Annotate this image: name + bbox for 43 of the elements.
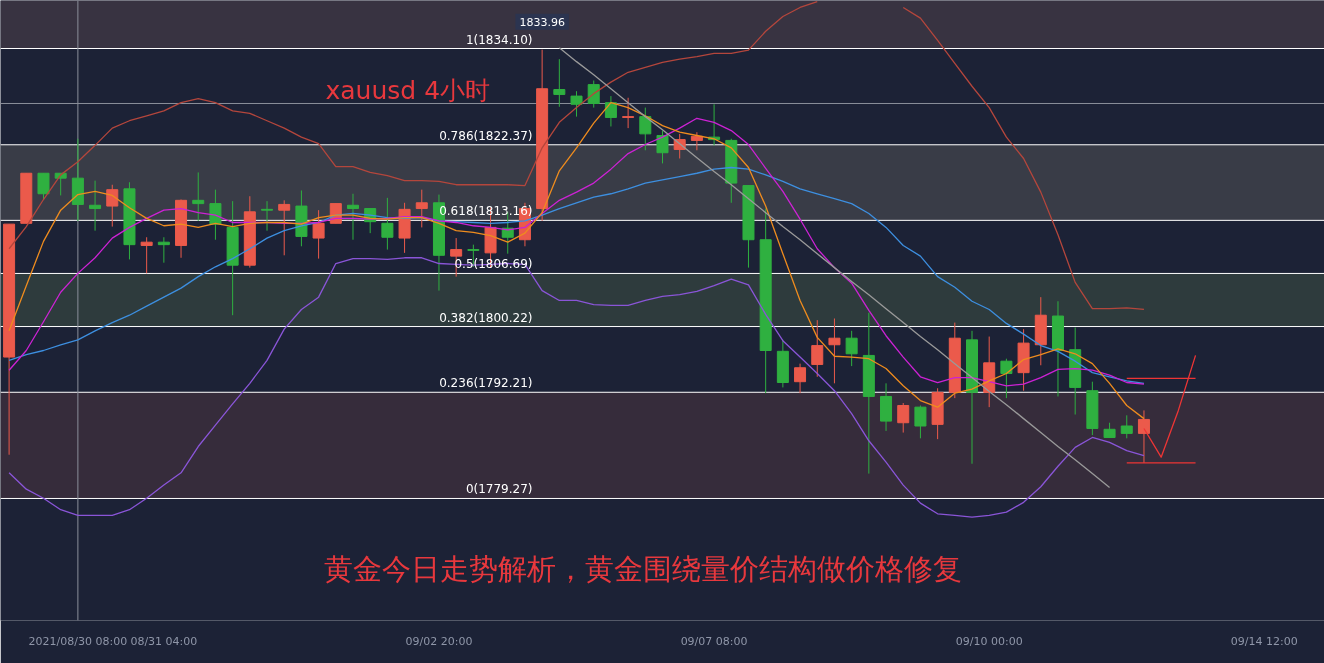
- ref-line-label: 1(1834.10): [465, 32, 533, 47]
- candlestick: [811, 319, 824, 378]
- candlestick: [140, 236, 153, 274]
- ref-line-label: 0.786(1822.37): [439, 128, 533, 143]
- text: xauusd 4小时: [325, 76, 491, 105]
- ref-line-label: 0.382(1800.22): [439, 310, 533, 325]
- candlestick: [690, 131, 703, 151]
- x-tick-label: 08/31 04:00: [130, 634, 198, 648]
- candlestick: [794, 363, 807, 394]
- x-tick-label: 09/14 12:00: [1230, 634, 1298, 648]
- candlestick: [1137, 409, 1150, 464]
- candlestick: [553, 58, 566, 108]
- candlestick: [312, 209, 325, 260]
- annotation: 1833.96: [519, 15, 565, 29]
- candlestick: [1000, 358, 1013, 399]
- candlestick: [914, 404, 927, 439]
- text: 黄金今日走势解析，黄金围绕量价结构做价格修复: [323, 551, 962, 586]
- x-tick-label: 09/10 00:00: [955, 634, 1023, 648]
- candlestick: [381, 197, 394, 251]
- candlestick: [570, 90, 583, 118]
- ref-line-label: 0.236(1792.21): [439, 376, 533, 391]
- candlestick: [89, 180, 102, 232]
- candlestick: [622, 97, 635, 129]
- x-tick-label: 09/02 20:00: [405, 634, 473, 648]
- x-tick-label: 09/07 08:00: [680, 634, 748, 648]
- candlestick: [415, 189, 428, 228]
- candlestick: [278, 199, 291, 256]
- candlestick: [1120, 414, 1133, 439]
- candlestick: [639, 107, 652, 151]
- candlestick: [897, 402, 910, 434]
- candlestick: [209, 189, 222, 241]
- candlestick: [346, 193, 359, 241]
- candlestick: [192, 171, 205, 222]
- x-tick-label: 2021/08/30 08:00: [28, 634, 128, 648]
- candlestick: [604, 95, 617, 127]
- candlestick: [106, 184, 119, 228]
- candlestick: [828, 318, 841, 384]
- candlestick: [261, 200, 274, 232]
- candlestick: [656, 130, 669, 164]
- candlestick: [37, 172, 50, 201]
- ref-line-label: 0(1779.27): [465, 482, 533, 497]
- candlestick: [587, 80, 600, 109]
- candlestick: [845, 330, 858, 367]
